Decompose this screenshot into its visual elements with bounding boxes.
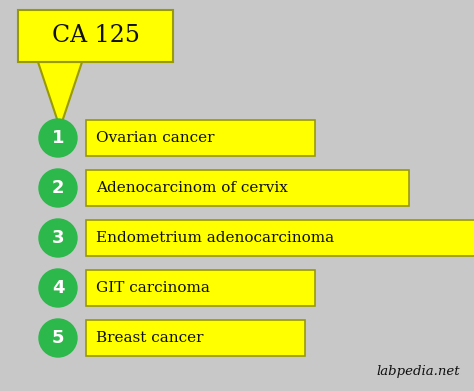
- Circle shape: [39, 169, 77, 207]
- Text: 3: 3: [52, 229, 64, 247]
- FancyBboxPatch shape: [86, 220, 474, 256]
- FancyBboxPatch shape: [86, 270, 315, 306]
- Text: 2: 2: [52, 179, 64, 197]
- Text: 5: 5: [52, 329, 64, 347]
- Text: labpedia.net: labpedia.net: [376, 365, 460, 378]
- Text: 4: 4: [52, 279, 64, 297]
- Circle shape: [39, 119, 77, 157]
- Polygon shape: [38, 62, 82, 128]
- Text: Endometrium adenocarcinoma: Endometrium adenocarcinoma: [96, 231, 334, 245]
- Text: Breast cancer: Breast cancer: [96, 331, 203, 345]
- FancyBboxPatch shape: [18, 10, 173, 62]
- Text: 1: 1: [52, 129, 64, 147]
- Text: Ovarian cancer: Ovarian cancer: [96, 131, 215, 145]
- FancyBboxPatch shape: [86, 170, 409, 206]
- Text: Adenocarcinom of cervix: Adenocarcinom of cervix: [96, 181, 288, 195]
- FancyBboxPatch shape: [86, 320, 305, 356]
- Text: GIT carcinoma: GIT carcinoma: [96, 281, 210, 295]
- Circle shape: [39, 319, 77, 357]
- FancyBboxPatch shape: [86, 120, 315, 156]
- Circle shape: [39, 219, 77, 257]
- Text: CA 125: CA 125: [52, 25, 139, 47]
- Circle shape: [39, 269, 77, 307]
